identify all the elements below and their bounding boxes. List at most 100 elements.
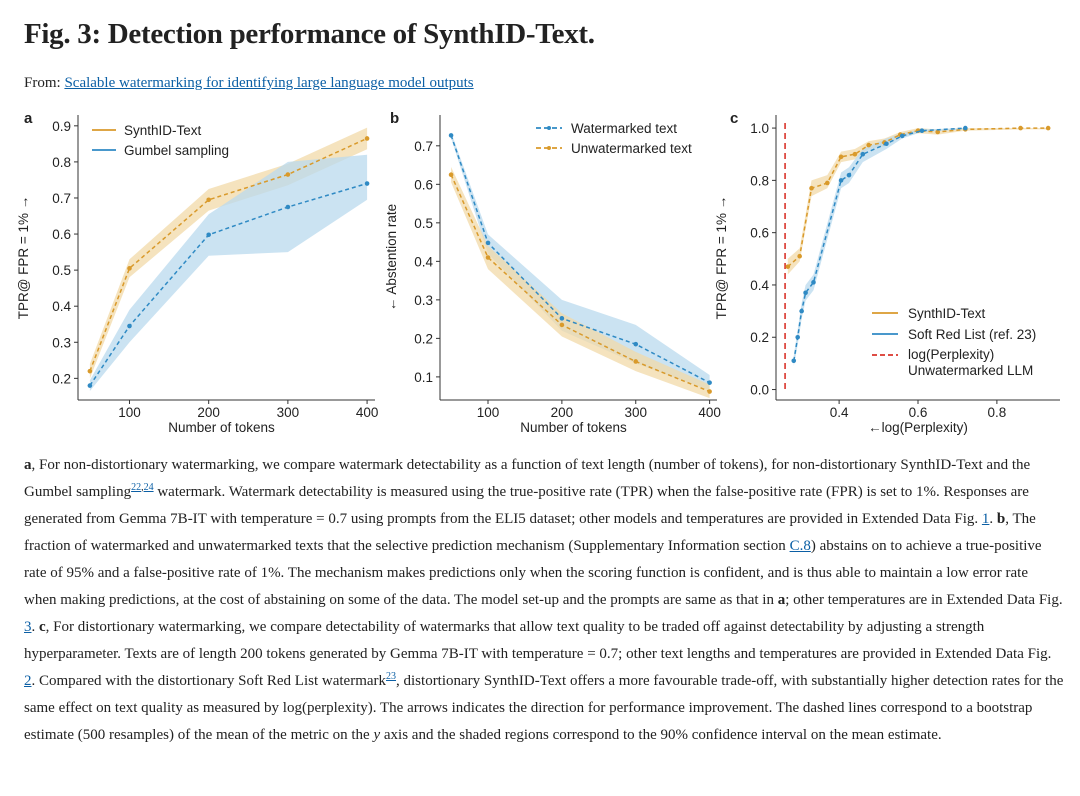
y-tick-label: 0.3	[414, 293, 433, 308]
legend-label: Watermarked text	[571, 121, 677, 136]
y-tick-label: 0.6	[414, 177, 433, 192]
legend-label: Soft Red List (ref. 23)	[908, 327, 1036, 342]
y-tick-label: 1.0	[750, 121, 769, 136]
series-line-orange	[89, 137, 368, 372]
data-point	[1018, 125, 1023, 131]
caption-reference-link[interactable]: 22	[131, 482, 142, 493]
data-point	[860, 151, 866, 157]
caption-reference-link[interactable]: 2	[24, 673, 32, 689]
data-point	[448, 172, 454, 177]
data-point	[485, 255, 491, 260]
data-point	[206, 232, 211, 238]
caption-reference-link[interactable]: C.8	[789, 538, 811, 554]
caption-reference-link[interactable]: 24	[143, 482, 154, 493]
x-tick-label: 200	[551, 405, 574, 420]
data-point	[485, 240, 491, 246]
data-point	[285, 204, 291, 210]
data-point	[899, 133, 905, 139]
y-tick-label: 0.0	[750, 383, 769, 398]
x-tick-label: 0.8	[987, 405, 1006, 420]
x-tick-label: 400	[698, 405, 721, 420]
x-tick-label: 0.6	[909, 405, 928, 420]
y-tick-label: 0.4	[414, 254, 433, 269]
legend-label: SynthID-Text	[908, 306, 986, 321]
data-point	[633, 341, 639, 347]
data-point	[559, 322, 565, 328]
data-point	[935, 129, 941, 135]
legend-label: Unwatermarked text	[571, 141, 692, 156]
figure-title: Fig. 3: Detection performance of SynthID…	[24, 18, 595, 50]
data-point	[206, 197, 211, 203]
data-point	[824, 180, 830, 186]
caption-panel-label: b	[996, 511, 1006, 527]
y-tick-label: 0.4	[52, 299, 71, 314]
y-tick-label: 0.8	[750, 173, 769, 188]
data-point	[448, 133, 454, 138]
data-point	[87, 383, 93, 388]
y-tick-label: 0.3	[52, 335, 71, 350]
data-point	[866, 142, 871, 148]
data-point	[559, 316, 565, 321]
caption-reference-link[interactable]: 3	[24, 619, 32, 635]
y-tick-label: 0.9	[52, 119, 71, 134]
data-point	[838, 178, 844, 183]
legend-label-line: Unwatermarked LLM	[908, 363, 1033, 378]
x-axis-label: Number of tokens	[168, 420, 275, 435]
data-point	[707, 389, 712, 394]
caption-panel-label: a	[24, 457, 32, 473]
y-tick-label: 0.1	[414, 370, 433, 385]
x-tick-label: 100	[118, 405, 141, 420]
data-point	[884, 141, 889, 147]
confidence-band-orange	[451, 167, 710, 399]
data-point	[795, 334, 800, 340]
y-tick-label: 0.7	[52, 191, 71, 206]
chart-panel-a: a 0.2 0.3 0.4 0.5 0.6 0.7 0.8 0.9 100 200 300 400 Num…	[16, 110, 378, 435]
data-point	[1045, 125, 1051, 131]
y-tick-label: 0.5	[414, 216, 433, 231]
data-point	[791, 358, 797, 364]
data-point	[963, 125, 968, 131]
data-point	[127, 323, 132, 329]
y-axis-label: TPR@ FPR = 1% →	[16, 196, 31, 320]
panel-label: a	[24, 110, 33, 127]
data-point	[803, 290, 808, 296]
figure-caption: a, For non-distortionary watermarking, w…	[24, 457, 1064, 743]
y-tick-label: 0.7	[414, 139, 433, 154]
x-tick-label: 400	[356, 405, 379, 420]
caption-reference-link[interactable]: 23	[386, 671, 397, 682]
y-tick-label: 0.6	[52, 227, 71, 242]
y-axis-label: TPR@ FPR = 1% →	[714, 196, 729, 320]
data-point	[919, 128, 925, 133]
data-point	[785, 264, 791, 269]
x-tick-label: 0.4	[830, 405, 849, 420]
caption-panel-label: a	[777, 592, 786, 608]
x-tick-label: 300	[277, 405, 300, 420]
chart-panel-c: c 0.0 0.2 0.4 0.6 0.8 1.0 0.4 0.6 0.8 ←log(Perplex…	[714, 110, 1060, 435]
legend-label: log(Perplexity) Unwatermarked LLM	[908, 347, 1033, 378]
data-point	[127, 266, 132, 271]
x-axis-label: ←log(Perplexity)	[868, 420, 968, 435]
data-point	[838, 154, 844, 160]
data-point	[846, 172, 852, 178]
x-tick-label: 300	[624, 405, 647, 420]
data-point	[799, 308, 804, 314]
data-point	[364, 136, 370, 141]
data-point	[797, 253, 802, 259]
panel-label: b	[390, 110, 399, 127]
data-point	[811, 280, 816, 285]
data-point	[285, 172, 291, 177]
source-article-link[interactable]: Scalable watermarking for identifying la…	[64, 75, 474, 91]
x-axis-label: Number of tokens	[520, 420, 627, 435]
data-point	[87, 368, 93, 374]
x-tick-label: 100	[477, 405, 500, 420]
legend-label: SynthID-Text	[124, 123, 202, 138]
caption-reference-link[interactable]: 1	[981, 511, 990, 527]
data-point	[707, 380, 712, 385]
legend-marker	[547, 126, 551, 130]
data-point	[364, 181, 370, 186]
confidence-band-blue	[89, 154, 368, 391]
y-tick-label: 0.4	[750, 278, 769, 293]
source-line: From: Scalable watermarking for identify…	[24, 75, 474, 92]
series-line-blue	[793, 127, 966, 361]
y-axis-label: ← Abstention rate	[384, 204, 399, 311]
